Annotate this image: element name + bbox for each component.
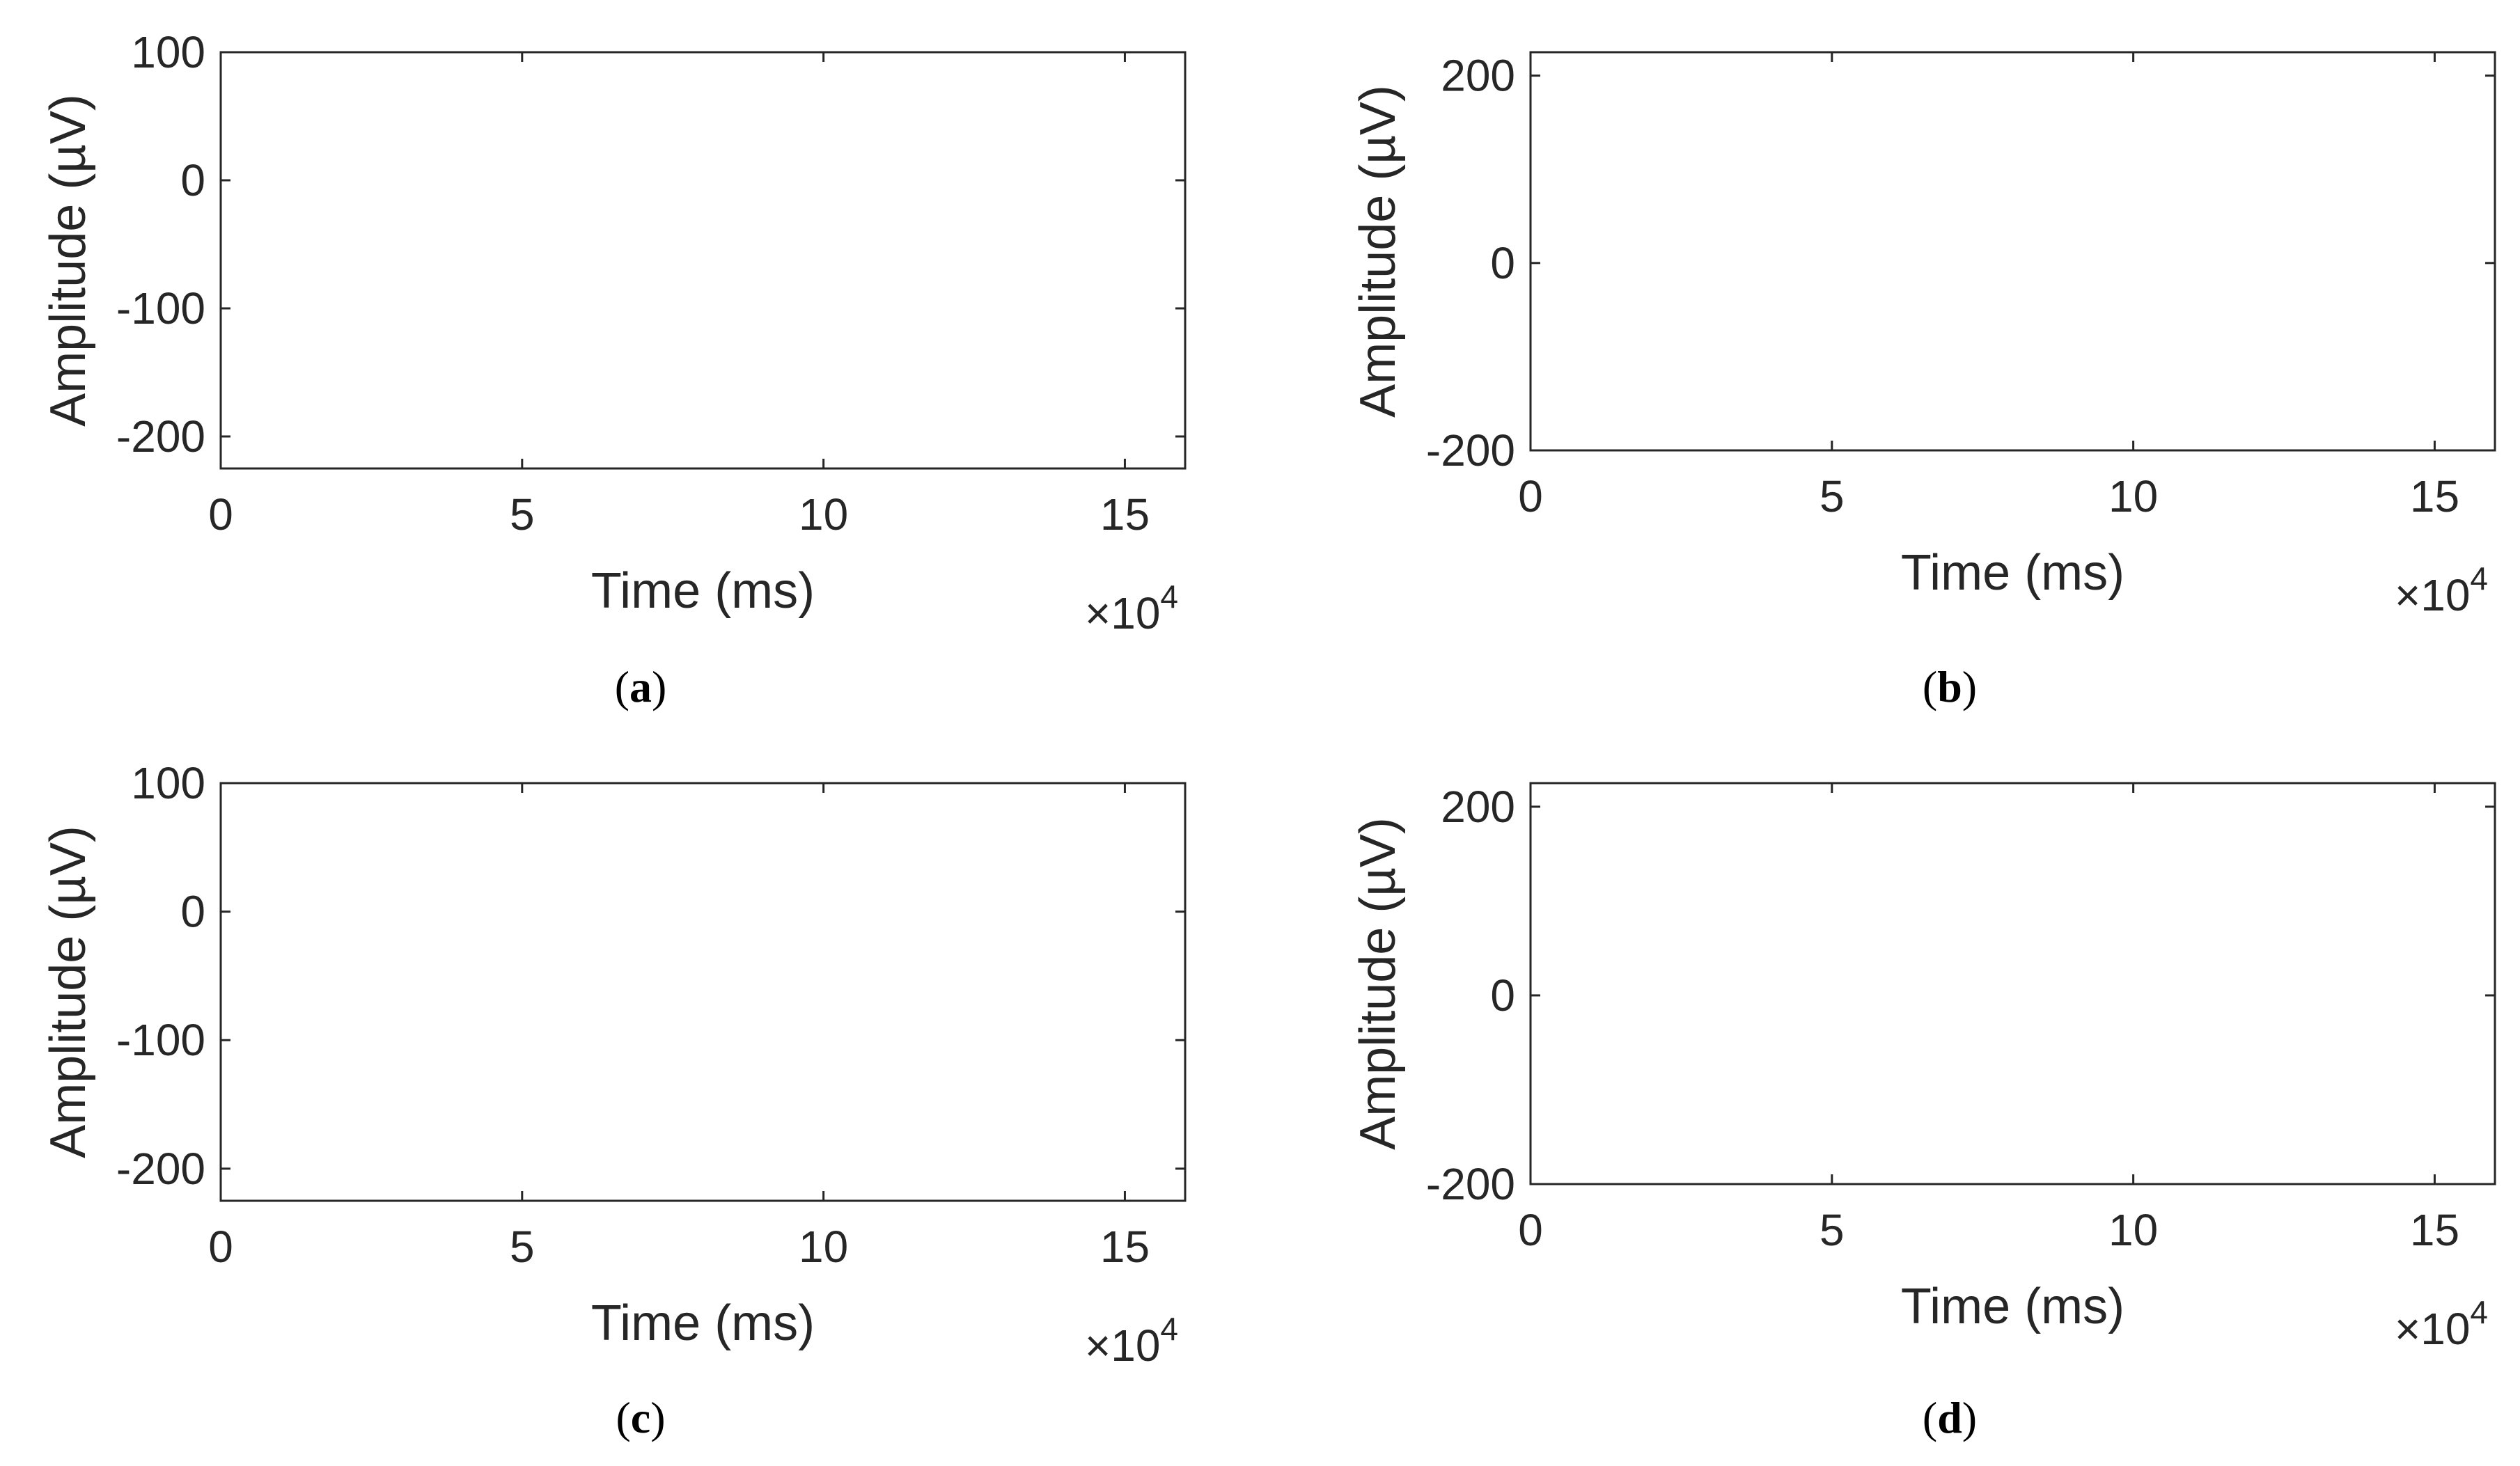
axes-frame [219,782,1187,1202]
x-tick-label: 15 [1100,1222,1150,1272]
x-axis-label: Time (ms) [591,563,815,619]
y-tick-label: 0 [180,155,205,205]
x-tick-label: 15 [2410,471,2459,521]
x-axis-label: Time (ms) [1901,545,2124,601]
panel-caption: (b) [1923,662,1977,711]
y-tick-label: 200 [1441,51,1515,101]
y-axis-label: Amplitude (µV) [1350,85,1406,418]
x-exponent-label: ×104 [2395,1294,2488,1354]
x-tick-label: 0 [1518,1205,1543,1255]
x-tick-label: 10 [2108,471,2158,521]
panel-caption: (d) [1923,1393,1977,1442]
x-tick-label: 5 [1819,1205,1845,1255]
y-tick-label: 200 [1441,782,1515,832]
y-tick-label: 100 [131,27,205,77]
x-tick-label: 5 [510,489,535,539]
x-tick-label: 15 [1100,489,1150,539]
panel-a: 0 5 10 15 -200 -100 0 100 Time (ms) Amplitude (µV… [40,27,1187,711]
panel-caption: (c) [616,1393,665,1442]
y-tick-label: 0 [1490,970,1515,1020]
x-tick-label: 0 [208,1222,233,1272]
x-tick-label: 10 [799,1222,848,1272]
y-tick-label: -200 [116,1144,205,1194]
x-exponent-label: ×104 [1085,1311,1178,1371]
x-exponent-label: ×104 [2395,560,2488,620]
x-axis-label: Time (ms) [591,1295,815,1351]
axes-frame [219,51,1187,470]
y-tick-label: -200 [1426,425,1515,475]
y-axis-label: Amplitude (µV) [40,94,96,427]
y-tick-label: -100 [116,1015,205,1065]
y-tick-label: -100 [116,283,205,333]
x-tick-label: 0 [208,489,233,539]
x-tick-label: 10 [2108,1205,2158,1255]
y-tick-label: 100 [131,758,205,808]
y-axis-label: Amplitude (µV) [40,826,96,1158]
y-axis-label: Amplitude (µV) [1350,817,1406,1150]
y-tick-label: -200 [1426,1159,1515,1209]
x-exponent-label: ×104 [1085,578,1178,638]
x-tick-label: 10 [799,489,848,539]
panel-caption: (a) [615,662,667,711]
axes-frame [1529,782,2496,1185]
panel-c: 0 5 10 15 -200 -100 0 100 Time (ms) Amplitude (µV… [40,758,1187,1442]
y-tick-label: -200 [116,411,205,462]
y-tick-label: 0 [180,887,205,937]
y-tick-label: 0 [1490,238,1515,288]
x-tick-label: 0 [1518,471,1543,521]
axes-frame [1529,51,2496,452]
x-axis-label: Time (ms) [1901,1279,2124,1334]
x-tick-label: 5 [510,1222,535,1272]
x-tick-label: 15 [2410,1205,2459,1255]
x-tick-label: 5 [1819,471,1845,521]
